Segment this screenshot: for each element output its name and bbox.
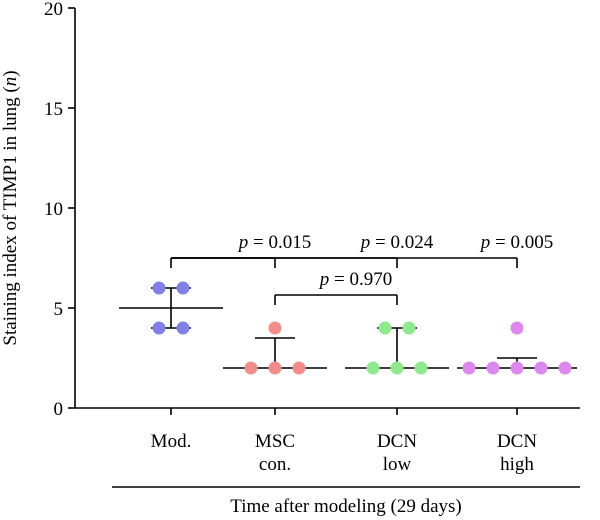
data-point: [268, 361, 282, 375]
data-point: [510, 321, 524, 335]
svg-text:Staining index of TIMP1 in lun: Staining index of TIMP1 in lung (n): [0, 70, 21, 345]
data-point: [414, 361, 428, 375]
y-tick-label: 0: [54, 399, 64, 420]
data-point: [176, 281, 190, 295]
y-tick-label: 15: [44, 99, 63, 120]
p-value-label: p = 0.005: [479, 232, 553, 253]
data-point: [378, 321, 392, 335]
p-value-label: p = 0.970: [318, 269, 392, 290]
data-point: [510, 361, 524, 375]
p-value: = 0.970: [329, 269, 392, 290]
y-axis-title-part-3: ): [0, 70, 21, 76]
data-point: [268, 321, 282, 335]
y-axis: 0 5 10 15 20: [44, 0, 76, 420]
x-category-label: Mod.: [151, 431, 192, 452]
data-point: [462, 361, 476, 375]
data-point: [152, 321, 166, 335]
comparison-2: p = 0.005: [171, 232, 553, 268]
y-axis-title: Staining index of TIMP1 in lung (n): [0, 70, 21, 345]
x-category-label: con.: [259, 454, 291, 475]
data-point: [390, 361, 404, 375]
x-category-label: MSC: [255, 431, 295, 452]
p-symbol: p: [479, 232, 491, 253]
data-point: [244, 361, 258, 375]
p-value: = 0.024: [370, 232, 433, 253]
data-groups: [119, 281, 577, 375]
data-point: [292, 361, 306, 375]
x-category-label: DCN: [497, 431, 537, 452]
p-value: = 0.005: [490, 232, 553, 253]
data-point: [486, 361, 500, 375]
comparison-0: p = 0.015: [170, 232, 311, 268]
y-axis-title-part-2: n: [0, 77, 21, 87]
comparison-3: p = 0.970: [274, 269, 398, 305]
data-point: [176, 321, 190, 335]
y-tick-label: 5: [54, 299, 64, 320]
y-axis-title-part-1: Staining index of TIMP1 in lung (: [0, 86, 21, 345]
y-tick-label: 20: [44, 0, 63, 20]
data-point: [402, 321, 416, 335]
p-value-label: p = 0.024: [359, 232, 434, 253]
group-3: [457, 321, 577, 375]
group-2: [345, 321, 449, 375]
data-point: [534, 361, 548, 375]
x-axis-title: Time after modeling (29 days): [230, 496, 461, 517]
group-1: [223, 321, 327, 375]
p-value-label: p = 0.015: [237, 232, 311, 253]
y-tick-label: 10: [44, 199, 63, 220]
data-point: [152, 281, 166, 295]
p-symbol: p: [318, 269, 330, 290]
x-category-label: low: [383, 454, 412, 475]
p-symbol: p: [359, 232, 371, 253]
group-0: [119, 281, 223, 335]
data-point: [558, 361, 572, 375]
p-symbol: p: [237, 232, 249, 253]
x-category-label: DCN: [377, 431, 417, 452]
data-point: [366, 361, 380, 375]
p-value: = 0.015: [248, 232, 311, 253]
x-category-label: high: [500, 454, 534, 475]
